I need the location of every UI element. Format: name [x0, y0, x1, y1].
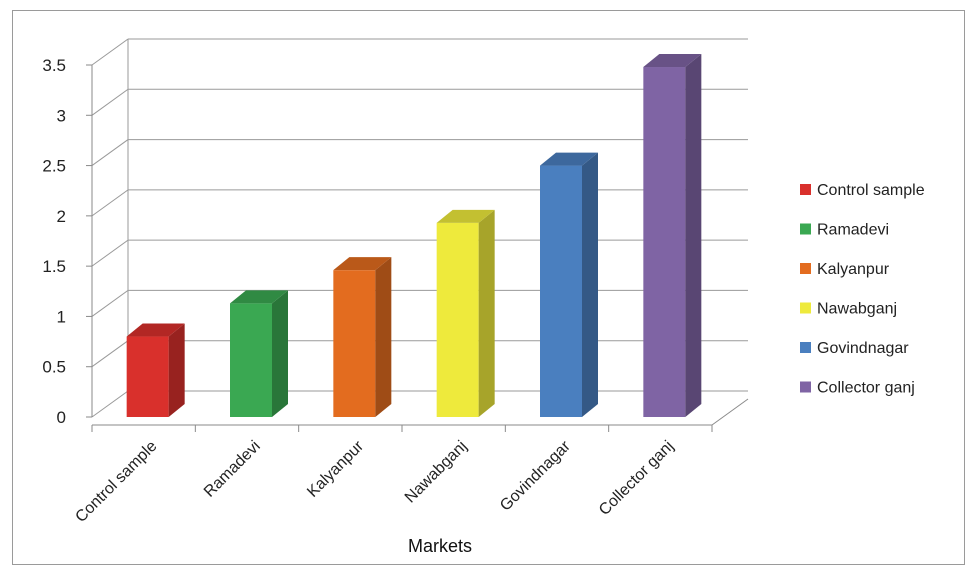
bar-side — [168, 323, 185, 417]
bar — [333, 270, 376, 417]
gridline-depth — [91, 390, 129, 418]
bar-top — [643, 54, 702, 68]
bar-side — [478, 209, 495, 417]
bar-top — [333, 257, 392, 271]
y-tick-label: 3.5 — [42, 56, 66, 75]
x-tick-label: Govindnagar — [497, 437, 574, 514]
legend-swatch — [800, 184, 811, 195]
y-tick-label: 0 — [57, 408, 66, 427]
bar — [126, 336, 169, 417]
bar-side — [685, 54, 702, 418]
bar — [436, 222, 479, 417]
y-tick-label: 0.5 — [42, 358, 66, 377]
legend-swatch — [800, 342, 811, 353]
legend-label: Collector ganj — [817, 380, 915, 397]
x-tick-label: Collector ganj — [596, 438, 677, 519]
legend-label: Nawabganj — [817, 301, 897, 318]
legend-label: Govindnagar — [817, 340, 909, 357]
bar-side — [375, 257, 392, 417]
legend-label: Control sample — [817, 182, 925, 199]
y-tick-label: 2.5 — [42, 157, 66, 176]
y-tick-label: 1 — [57, 307, 66, 326]
bars — [126, 54, 702, 418]
legend-swatch — [800, 381, 811, 393]
legend-swatch — [800, 302, 811, 314]
x-tick-label: Ramadevi — [201, 438, 264, 501]
bar — [540, 165, 582, 417]
legend: Control sample Ramadevi Kalyanpur Nawabganj… — [800, 182, 925, 397]
bar-top — [436, 209, 495, 223]
gridline-depth — [91, 189, 129, 217]
category-labels: Control sample Ramadevi Kalyanpur Nawabganj… — [72, 437, 677, 526]
bar-side — [272, 290, 288, 417]
y-tick-label: 1.5 — [42, 257, 66, 276]
gridline-depth — [91, 239, 129, 267]
y-tick-label: 3 — [57, 106, 66, 125]
gridline-depth — [91, 139, 129, 166]
legend-swatch — [800, 263, 811, 274]
floor-right-edge — [711, 398, 749, 426]
bar-top — [540, 152, 598, 166]
legend-swatch — [800, 223, 811, 235]
bar-top — [126, 323, 185, 337]
bar — [230, 303, 272, 417]
legend-label: Ramadevi — [817, 222, 889, 239]
x-tick-label: Control sample — [72, 438, 160, 526]
x-tick-label: Kalyanpur — [304, 437, 367, 500]
gridline-depth — [91, 88, 129, 116]
gridline-depth — [91, 290, 129, 317]
legend-label: Kalyanpur — [817, 261, 890, 278]
y-tick-label: 2 — [57, 207, 66, 226]
gridline-depth — [91, 340, 129, 368]
x-tick-label: Nawabganj — [402, 438, 471, 507]
bar-side — [582, 152, 598, 418]
x-axis-title: Markets — [408, 536, 472, 556]
axes: 0 0.5 1 1.5 2 2.5 3 3.5 — [42, 39, 749, 432]
gridline-depth — [91, 38, 129, 66]
bar-top — [230, 290, 288, 304]
bar — [643, 67, 686, 418]
